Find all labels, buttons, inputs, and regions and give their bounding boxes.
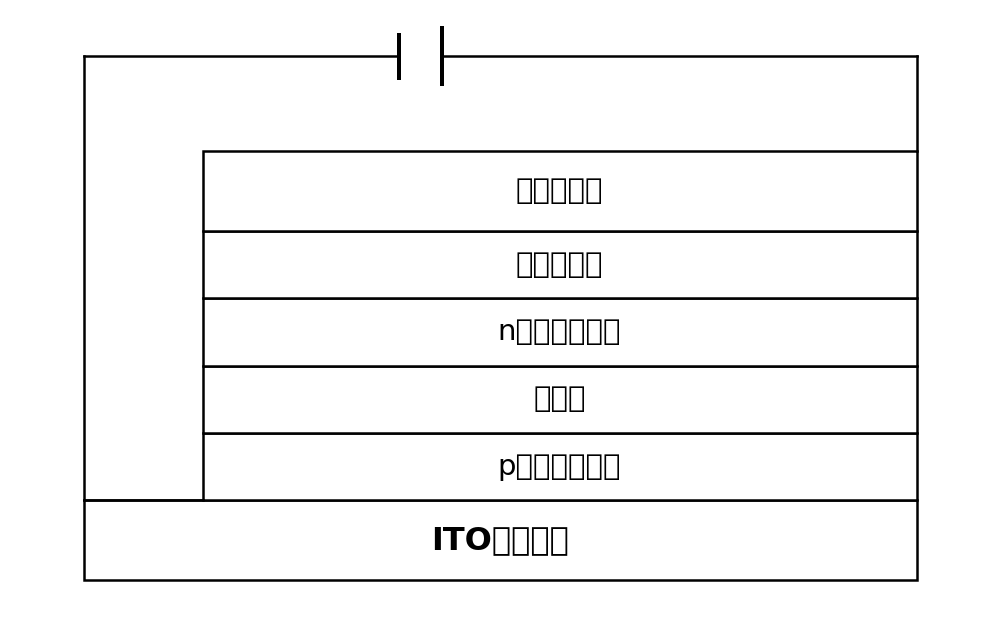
Text: p型掺杂传输层: p型掺杂传输层 <box>498 453 621 481</box>
Text: 发光层: 发光层 <box>533 386 586 414</box>
Bar <box>203 366 916 433</box>
Bar <box>203 433 916 501</box>
Text: ITO玻璃衬底: ITO玻璃衬底 <box>431 525 569 556</box>
Bar <box>203 298 916 366</box>
Text: 电子缓冲层: 电子缓冲层 <box>516 250 603 279</box>
Bar <box>84 501 916 580</box>
Bar <box>203 231 916 298</box>
Text: 金属背电极: 金属背电极 <box>516 177 603 205</box>
Text: n型掺杂传输层: n型掺杂传输层 <box>498 318 621 346</box>
Bar <box>203 151 916 231</box>
